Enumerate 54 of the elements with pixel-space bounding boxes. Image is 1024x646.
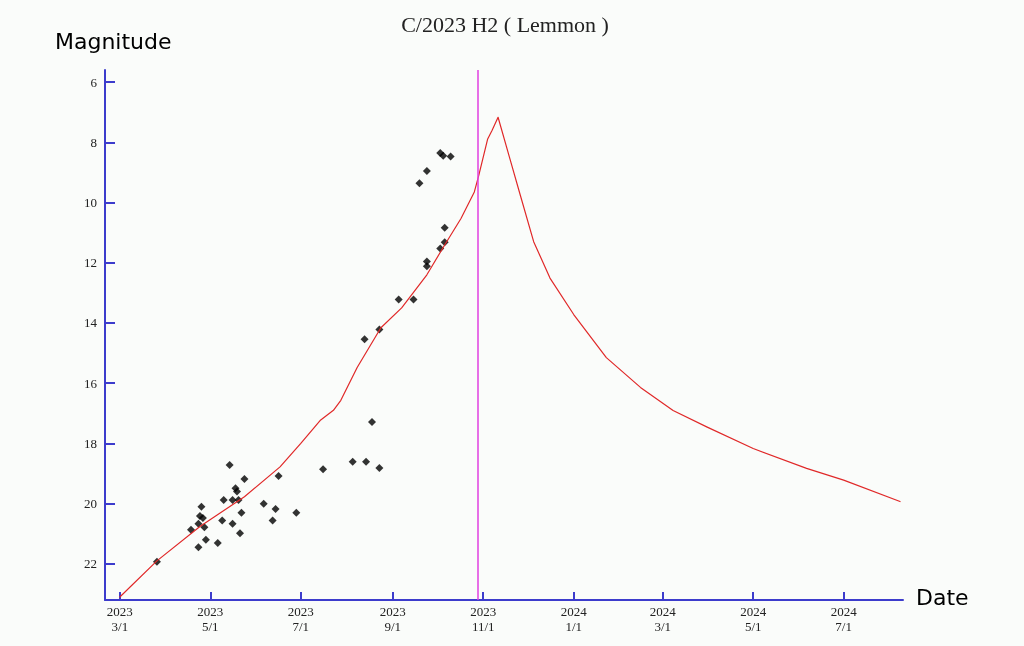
point	[194, 543, 203, 552]
point	[271, 505, 280, 514]
y-tick-label: 10	[84, 195, 97, 210]
x-tick-label: 2024 7/1	[830, 604, 858, 634]
x-tick-label: 2023 3/1	[106, 604, 133, 634]
point	[422, 262, 431, 271]
point	[409, 295, 418, 304]
point	[201, 535, 210, 544]
point	[240, 474, 249, 483]
x-tick-label: 2024 3/1	[649, 604, 677, 634]
point	[360, 335, 369, 344]
x-axis-title: Date	[916, 584, 969, 610]
point	[225, 461, 234, 470]
x-tick-label: 2023 9/1	[379, 604, 406, 634]
point	[367, 418, 376, 427]
y-tick-label: 12	[84, 255, 97, 271]
point	[274, 471, 283, 480]
point	[319, 465, 328, 474]
point	[394, 295, 403, 304]
point	[440, 223, 449, 232]
point	[292, 508, 301, 517]
point	[415, 179, 424, 188]
y-tick-label: 6	[90, 74, 98, 90]
point	[219, 496, 228, 505]
point	[362, 457, 371, 466]
point	[228, 496, 237, 505]
y-tick-label: 18	[84, 435, 97, 451]
x-tick-label: 2024 1/1	[560, 604, 588, 634]
point	[235, 529, 244, 538]
point	[375, 464, 384, 473]
y-tick-label: 20	[84, 496, 97, 512]
point	[194, 519, 203, 528]
x-tick-label: 2023 7/1	[287, 604, 314, 634]
point	[446, 152, 455, 161]
point	[218, 516, 227, 525]
x-tick-label: 2024 5/1	[740, 604, 767, 634]
y-tick-label: 22	[84, 556, 97, 572]
point	[422, 166, 431, 175]
point	[348, 457, 357, 466]
y-tick-label: 14	[84, 315, 98, 331]
point	[213, 539, 222, 548]
point	[197, 502, 206, 511]
x-tick-label: 2023 11/1	[470, 604, 497, 634]
x-tick-label: 2023 5/1	[197, 604, 224, 634]
y-tick-label: 8	[90, 134, 97, 150]
point	[228, 519, 237, 528]
y-tick-label: 16	[84, 375, 98, 391]
y-axis-title: Magnitude	[55, 28, 172, 54]
chart-title: C/2023 H2 ( Lemmon )	[401, 11, 609, 37]
point	[259, 499, 268, 508]
point	[237, 508, 246, 517]
line-series	[119, 116, 901, 598]
point	[268, 516, 277, 525]
point	[187, 525, 196, 534]
